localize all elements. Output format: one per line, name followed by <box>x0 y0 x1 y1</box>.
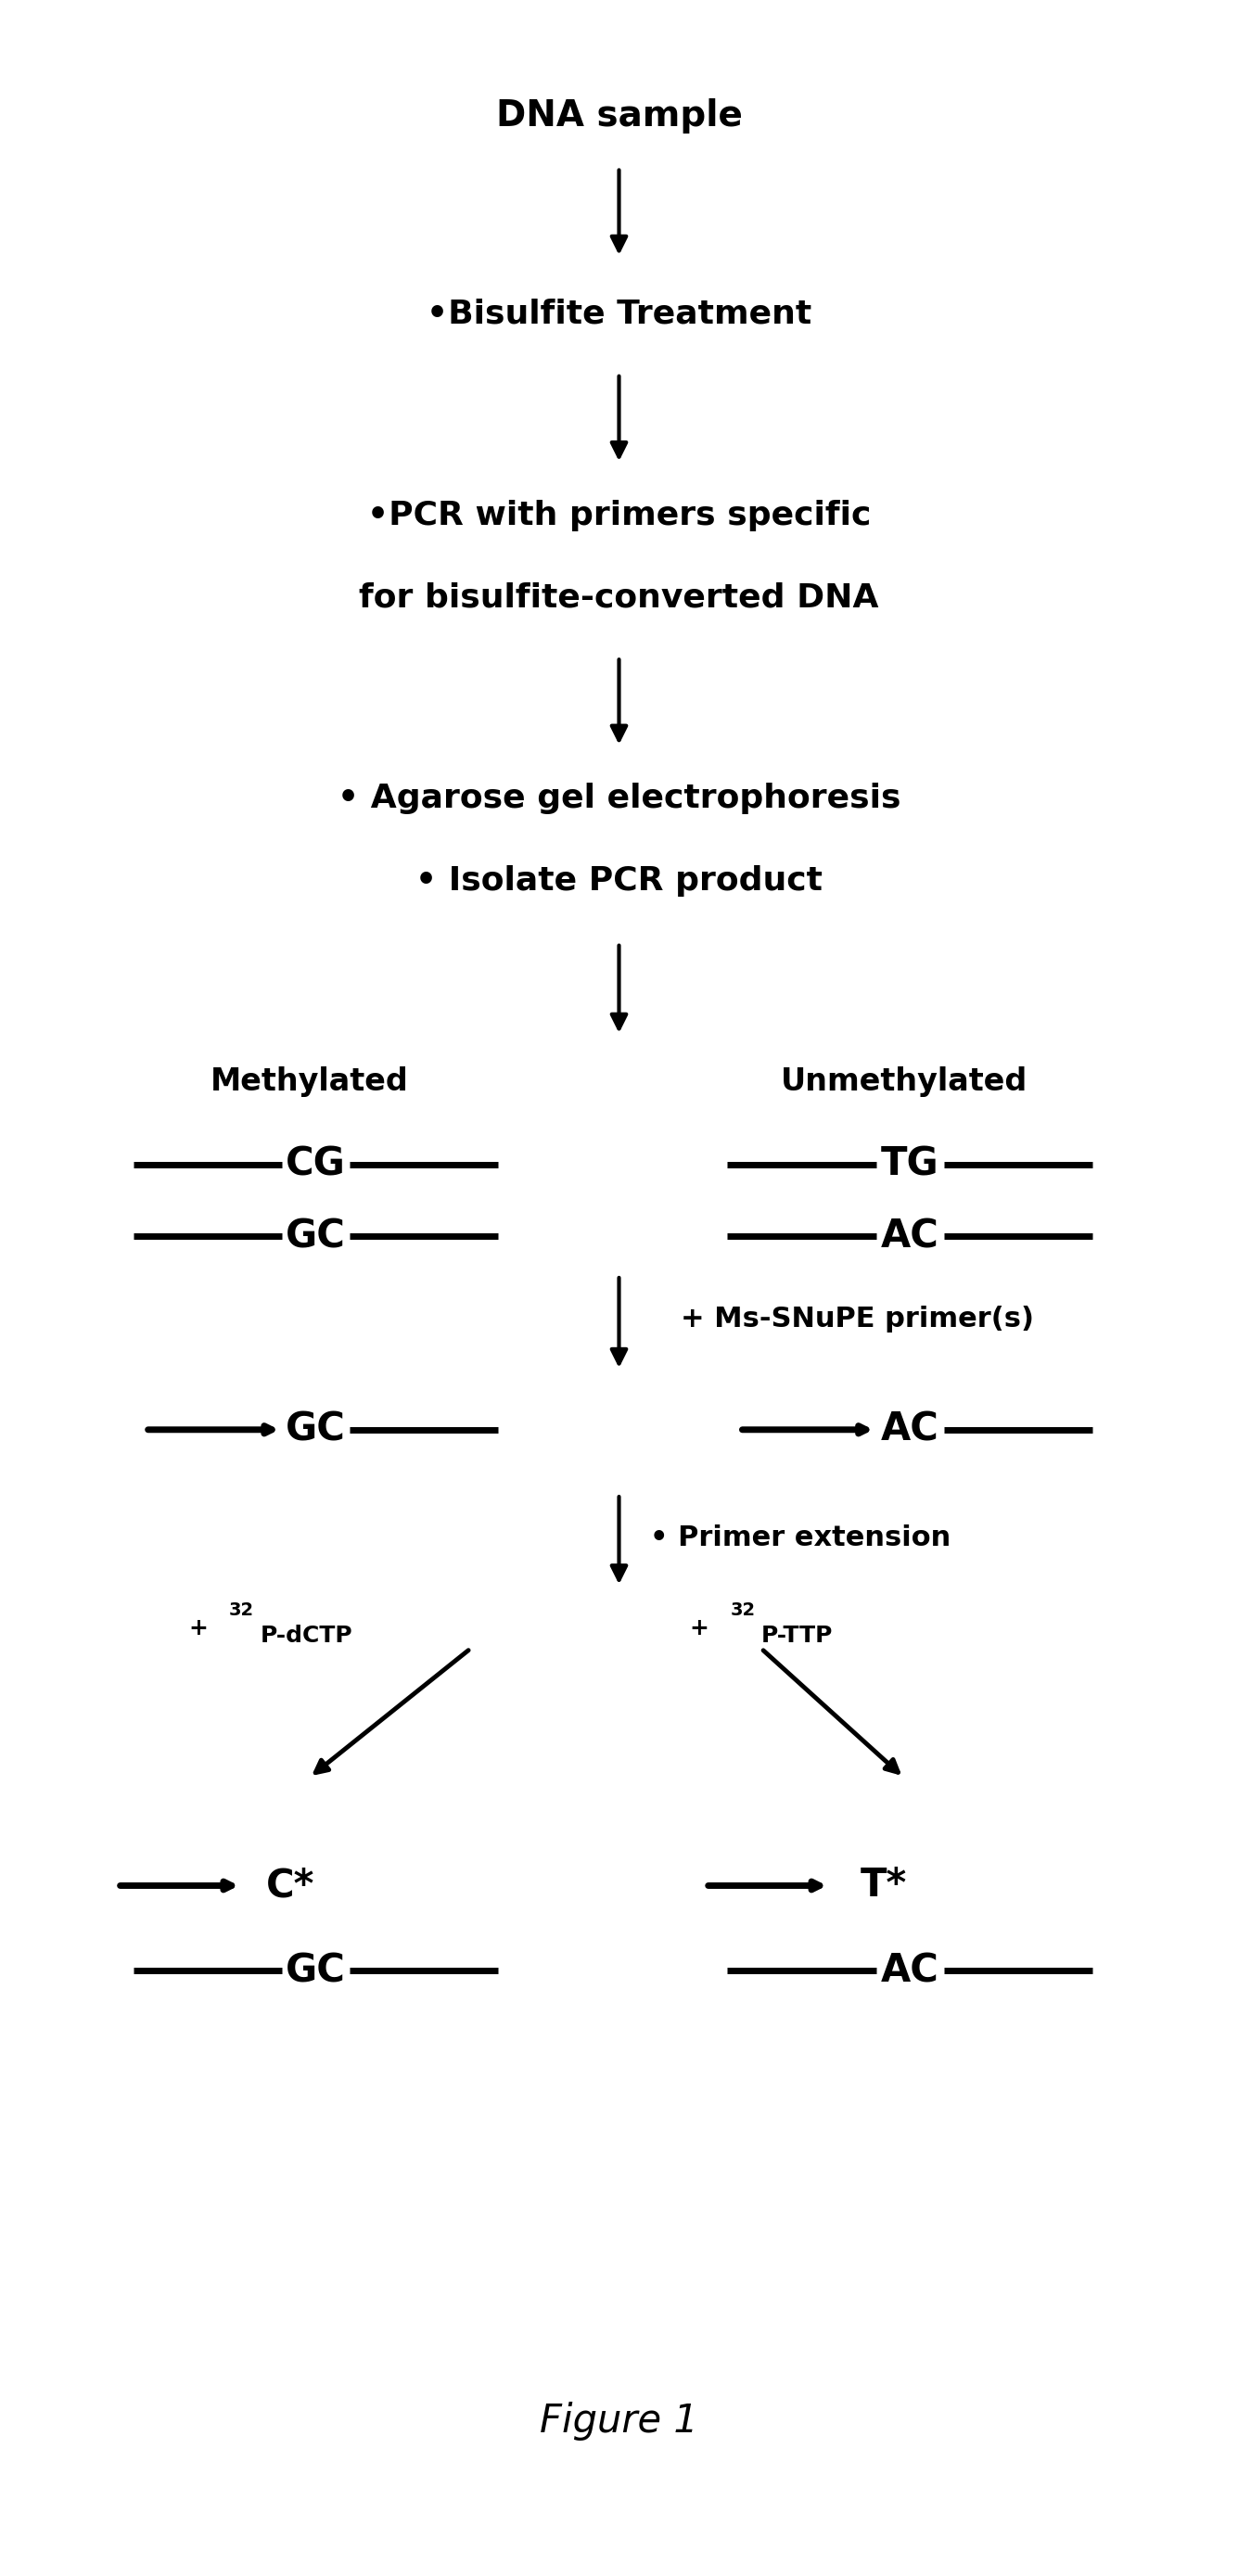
Text: • Primer extension: • Primer extension <box>650 1525 951 1551</box>
Text: C*: C* <box>266 1865 314 1906</box>
Text: • Agarose gel electrophoresis: • Agarose gel electrophoresis <box>337 783 901 814</box>
Text: DNA sample: DNA sample <box>495 98 743 134</box>
Text: 32: 32 <box>730 1602 755 1618</box>
Text: +: + <box>690 1618 709 1638</box>
Text: • Isolate PCR product: • Isolate PCR product <box>416 866 822 896</box>
Text: AC: AC <box>880 1409 940 1450</box>
Text: + Ms-SNuPE primer(s): + Ms-SNuPE primer(s) <box>681 1306 1034 1332</box>
Text: Unmethylated: Unmethylated <box>780 1066 1028 1097</box>
Text: CG: CG <box>286 1144 345 1185</box>
Text: +: + <box>188 1618 208 1638</box>
Text: AC: AC <box>880 1216 940 1257</box>
Text: P-dCTP: P-dCTP <box>260 1625 353 1646</box>
Text: P-TTP: P-TTP <box>761 1625 833 1646</box>
Text: 32: 32 <box>229 1602 254 1618</box>
Text: •Bisulfite Treatment: •Bisulfite Treatment <box>426 299 812 330</box>
Text: Figure 1: Figure 1 <box>540 2401 698 2442</box>
Text: Methylated: Methylated <box>210 1066 409 1097</box>
Text: GC: GC <box>286 1216 345 1257</box>
Text: GC: GC <box>286 1409 345 1450</box>
Text: AC: AC <box>880 1950 940 1991</box>
Text: for bisulfite-converted DNA: for bisulfite-converted DNA <box>359 582 879 613</box>
Text: GC: GC <box>286 1950 345 1991</box>
Text: •PCR with primers specific: •PCR with primers specific <box>366 500 872 531</box>
Text: T*: T* <box>860 1865 907 1906</box>
Text: TG: TG <box>880 1144 940 1185</box>
